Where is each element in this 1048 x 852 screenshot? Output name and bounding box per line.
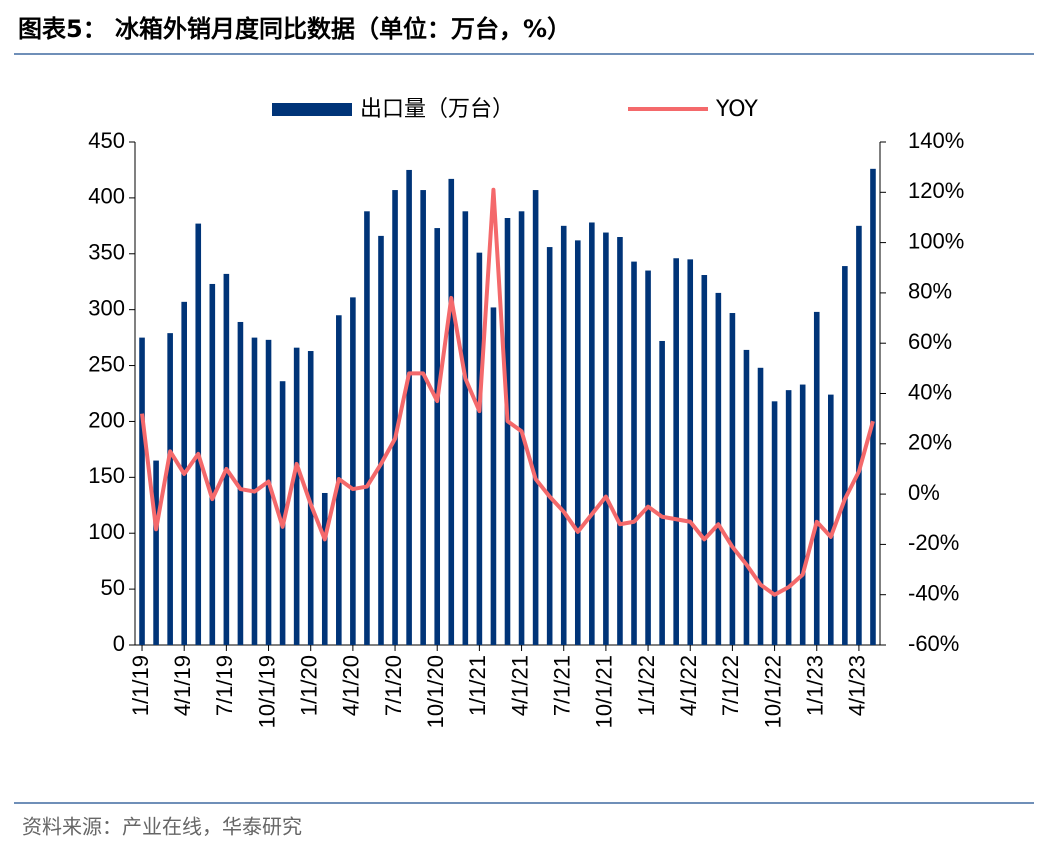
bar bbox=[870, 168, 876, 645]
bar bbox=[560, 225, 567, 646]
y-tick-label: 150 bbox=[88, 463, 125, 488]
bar bbox=[603, 232, 609, 646]
y-tick-label: 450 bbox=[88, 128, 125, 153]
bar bbox=[856, 225, 862, 646]
x-tick-label: 10/1/21 bbox=[592, 655, 617, 728]
x-tick-label: 4/1/23 bbox=[845, 655, 870, 716]
y-tick-label: 400 bbox=[88, 184, 125, 209]
y2-tick-label: 140% bbox=[908, 128, 964, 153]
y2-tick-label: 80% bbox=[908, 279, 952, 304]
bar bbox=[659, 340, 665, 645]
x-tick-label: 10/1/20 bbox=[423, 655, 448, 728]
bar bbox=[799, 384, 806, 645]
y-tick-label: 100 bbox=[88, 519, 125, 544]
bar bbox=[209, 283, 216, 645]
bar bbox=[701, 275, 708, 645]
bar bbox=[589, 222, 595, 646]
bar bbox=[518, 211, 525, 645]
legend-swatch bbox=[272, 103, 352, 116]
bar bbox=[813, 311, 820, 645]
x-tick-label: 10/1/19 bbox=[254, 655, 279, 728]
legend-label: 出口量（万台） bbox=[360, 97, 514, 122]
x-tick-label: 7/1/22 bbox=[718, 655, 743, 716]
y2-tick-label: 20% bbox=[908, 430, 952, 455]
bar bbox=[434, 228, 441, 645]
legend-label: YOY bbox=[715, 97, 758, 122]
bar bbox=[392, 190, 398, 645]
chart-title: 图表5： 冰箱外销月度同比数据（单位：万台，%） bbox=[18, 15, 571, 43]
bar bbox=[293, 347, 300, 645]
x-tick-label: 10/1/22 bbox=[760, 655, 785, 728]
bar bbox=[546, 247, 553, 645]
bar bbox=[406, 169, 412, 645]
bar bbox=[153, 460, 159, 645]
bar bbox=[645, 270, 651, 645]
y2-tick-label: -60% bbox=[908, 631, 959, 656]
y2-tick-label: 0% bbox=[908, 480, 940, 505]
x-tick-label: 4/1/21 bbox=[507, 655, 532, 716]
bar bbox=[828, 394, 834, 645]
bar bbox=[279, 381, 286, 645]
bar bbox=[490, 307, 497, 645]
bar bbox=[364, 211, 370, 645]
bar bbox=[574, 240, 581, 645]
y2-tick-label: 60% bbox=[908, 329, 952, 354]
x-tick-label: 4/1/22 bbox=[676, 655, 701, 716]
bar bbox=[771, 401, 778, 645]
bar bbox=[617, 237, 623, 645]
bar bbox=[167, 333, 173, 645]
bar bbox=[307, 351, 314, 645]
y-tick-label: 250 bbox=[88, 351, 125, 376]
x-tick-label: 1/1/23 bbox=[803, 655, 828, 716]
x-tick-label: 7/1/19 bbox=[212, 655, 237, 716]
y-tick-label: 50 bbox=[101, 575, 125, 600]
y2-tick-label: 120% bbox=[908, 178, 964, 203]
x-tick-label: 1/1/22 bbox=[634, 655, 659, 716]
x-tick-label: 7/1/20 bbox=[381, 655, 406, 716]
y-tick-label: 300 bbox=[88, 295, 125, 320]
bar bbox=[532, 190, 539, 645]
source: 资料来源：产业在线，华泰研究 bbox=[22, 815, 302, 839]
bar bbox=[687, 259, 694, 645]
y2-tick-label: 100% bbox=[908, 228, 964, 253]
x-tick-label: 1/1/21 bbox=[465, 655, 490, 716]
bar bbox=[223, 273, 230, 645]
bar bbox=[378, 235, 384, 646]
bar bbox=[785, 390, 792, 645]
bar bbox=[842, 266, 848, 645]
bar bbox=[350, 297, 356, 645]
bar bbox=[631, 261, 637, 645]
bar bbox=[139, 337, 145, 645]
y-tick-label: 0 bbox=[113, 631, 125, 656]
x-tick-label: 1/1/20 bbox=[297, 655, 322, 716]
y-tick-label: 350 bbox=[88, 240, 125, 265]
bar bbox=[476, 252, 483, 645]
x-tick-label: 1/1/19 bbox=[128, 655, 153, 716]
bar bbox=[462, 211, 469, 645]
bar bbox=[729, 313, 736, 645]
bar bbox=[237, 321, 244, 645]
bar bbox=[715, 292, 722, 645]
bar bbox=[673, 258, 679, 645]
bar bbox=[757, 367, 764, 645]
y2-tick-label: -40% bbox=[908, 581, 959, 606]
line bbox=[140, 187, 875, 597]
y2-tick-label: 40% bbox=[908, 379, 952, 404]
x-tick-label: 7/1/21 bbox=[550, 655, 575, 716]
bar bbox=[504, 218, 511, 645]
bar bbox=[321, 492, 328, 645]
bar bbox=[265, 339, 272, 645]
bar bbox=[448, 178, 455, 646]
x-tick-label: 4/1/19 bbox=[170, 655, 195, 716]
y2-tick-label: -20% bbox=[908, 530, 959, 555]
y-tick-label: 200 bbox=[88, 407, 125, 432]
bar bbox=[420, 190, 426, 645]
x-tick-label: 4/1/20 bbox=[339, 655, 364, 716]
bar bbox=[743, 349, 750, 645]
bar bbox=[195, 223, 202, 645]
